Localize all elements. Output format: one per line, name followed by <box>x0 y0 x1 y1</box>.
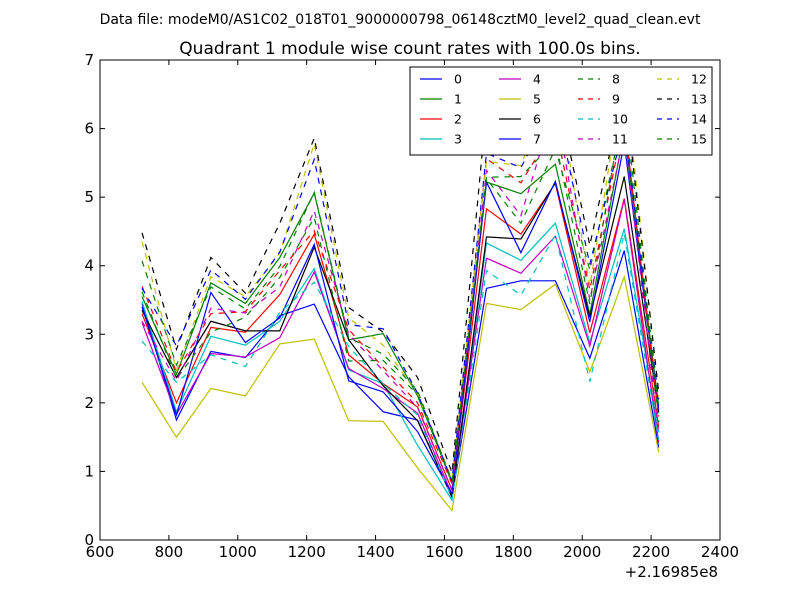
x-tick-label: 1800 <box>494 543 532 561</box>
y-tick-label: 1 <box>84 462 94 480</box>
y-tick-label: 4 <box>84 257 94 275</box>
series-line-3 <box>141 222 660 502</box>
x-tick-label: 1600 <box>425 543 463 561</box>
legend-label-1: 1 <box>454 92 462 107</box>
plot-frame <box>99 59 721 541</box>
series-line-5 <box>141 274 660 512</box>
legend-label-4: 4 <box>533 72 541 87</box>
figure-suptitle: Data file: modeM0/AS1C02_018T01_90000007… <box>100 12 701 28</box>
legend-label-5: 5 <box>533 92 541 107</box>
legend-label-11: 11 <box>612 132 628 147</box>
legend-label-13: 13 <box>691 92 707 107</box>
x-tick-label: 2000 <box>563 543 601 561</box>
legend-label-2: 2 <box>454 112 462 127</box>
series-line-12 <box>141 70 660 480</box>
series-line-1 <box>141 130 660 482</box>
x-tick-label: 800 <box>155 543 184 561</box>
x-tick-label: 1000 <box>219 543 257 561</box>
series-line-14 <box>141 99 660 482</box>
legend-label-15: 15 <box>691 132 707 147</box>
legend-box <box>409 66 713 156</box>
x-tick-label: 1400 <box>356 543 394 561</box>
chart-title: Quadrant 1 module wise count rates with … <box>179 39 640 59</box>
y-tick-label: 3 <box>84 325 94 343</box>
x-tick-label: 2200 <box>632 543 670 561</box>
legend-label-14: 14 <box>691 112 707 127</box>
x-tick-label: 2400 <box>701 543 739 561</box>
series-line-15 <box>141 97 660 482</box>
x-tick-label: 600 <box>86 543 115 561</box>
x-offset-label: +2.16985e8 <box>625 563 718 581</box>
series-line-13 <box>141 82 660 474</box>
series-line-8 <box>141 111 660 484</box>
series-lines <box>141 70 660 512</box>
legend-label-6: 6 <box>533 112 541 127</box>
legend-label-7: 7 <box>533 132 541 147</box>
legend-label-8: 8 <box>612 72 620 87</box>
series-line-0 <box>141 250 660 500</box>
y-tick-label: 6 <box>84 120 94 138</box>
series-line-4 <box>141 199 660 497</box>
series-line-9 <box>141 118 660 487</box>
series-line-2 <box>141 181 660 493</box>
legend-label-10: 10 <box>612 112 628 127</box>
series-line-11 <box>141 103 660 491</box>
series-line-7 <box>141 142 660 497</box>
y-tick-label: 5 <box>84 188 94 206</box>
axis-ticks: 600 800 1000 1200 1400 1600 1800 2000 2200 2400 0 1… <box>84 51 739 561</box>
legend-label-12: 12 <box>691 72 707 87</box>
legend-label-9: 9 <box>612 92 620 107</box>
legend-label-0: 0 <box>454 72 462 87</box>
x-tick-label: 1200 <box>288 543 326 561</box>
y-tick-label: 7 <box>84 51 94 69</box>
y-tick-label: 0 <box>84 531 94 549</box>
legend-label-3: 3 <box>454 132 462 147</box>
y-tick-label: 2 <box>84 394 94 412</box>
